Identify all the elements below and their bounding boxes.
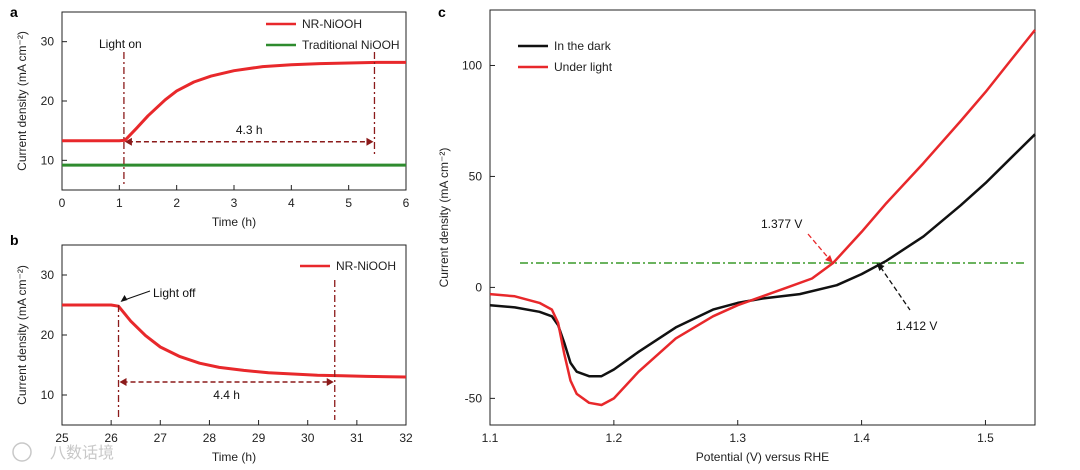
a-y-axis-label: Current density (mA cm⁻²): [15, 31, 29, 171]
b-series-line-1: [62, 303, 407, 379]
c-y-tick-label: 100: [462, 58, 482, 72]
c-x-tick-label: 1.3: [729, 431, 746, 445]
b-x-axis-label: Time (h): [212, 450, 256, 464]
panel-b-letter: b: [10, 232, 19, 248]
c-y-tick-label: 50: [469, 169, 483, 183]
a-duration-arrow-head-right: [366, 137, 374, 146]
a-x-tick-label: 0: [59, 196, 66, 210]
a-legend-label-1: NR-NiOOH: [302, 17, 362, 31]
b-light-off-label: Light off: [153, 286, 196, 300]
b-y-tick-label: 20: [41, 328, 55, 342]
a-series-line-1: [62, 60, 406, 143]
c-legend-label-2: Under light: [554, 60, 613, 74]
c-x-tick-label: 1.1: [482, 431, 499, 445]
c-1377-pointer: [807, 233, 831, 261]
watermark-text: 八数话境: [50, 443, 114, 462]
b-x-tick-label: 27: [154, 431, 168, 445]
a-x-tick-label: 2: [173, 196, 180, 210]
c-y-tick-label: 0: [475, 280, 482, 294]
c-x-tick-label: 1.4: [853, 431, 870, 445]
c-plot-frame: [489, 9, 1036, 426]
b-y-axis-label: Current density (mA cm⁻²): [15, 265, 29, 405]
panel-b: b 25 26 27 28 29 30 31 32 10 20 30 Time (h) Current …: [10, 232, 413, 464]
b-legend-label-1: NR-NiOOH: [336, 259, 396, 273]
b-duration-label: 4.4 h: [213, 388, 240, 402]
a-y-tick-label: 10: [41, 153, 55, 167]
panel-c-letter: c: [438, 4, 446, 20]
c-x-tick-label: 1.2: [606, 431, 623, 445]
a-x-axis-label: Time (h): [212, 215, 256, 229]
c-y-axis-label: Current density (mA cm⁻²): [437, 148, 451, 288]
a-x-tick-label: 1: [116, 196, 123, 210]
watermark-logo-icon: [12, 442, 32, 462]
panel-a-letter: a: [10, 4, 18, 20]
c-y-tick-label: -50: [465, 391, 483, 405]
c-1412-pointer-head: [876, 262, 885, 271]
a-x-tick-label: 5: [345, 196, 352, 210]
c-1412-pointer: [879, 266, 911, 311]
watermark: 八数话境: [12, 442, 114, 462]
a-y-tick-label: 30: [41, 35, 55, 49]
b-light-off-pointer-head: [120, 295, 128, 302]
a-duration-arrow-head-left: [124, 137, 132, 146]
c-series-line-2: [489, 29, 1036, 407]
a-legend-label-2: Traditional NiOOH: [302, 38, 400, 52]
b-duration-arrow-head-right: [326, 378, 334, 386]
b-x-tick-label: 31: [350, 431, 364, 445]
c-series-line-1: [489, 133, 1036, 378]
a-light-on-label: Light on: [99, 37, 142, 51]
b-x-tick-label: 25: [55, 431, 69, 445]
b-x-tick-label: 29: [252, 431, 266, 445]
b-duration-arrow-head-left: [119, 378, 127, 386]
a-x-tick-label: 3: [231, 196, 238, 210]
a-x-tick-label: 6: [403, 196, 410, 210]
panel-c: c 1.1 1.2 1.3 1.4 1.5 -50 0 50 100 Potential (V) …: [437, 4, 1036, 464]
a-x-tick-label: 4: [288, 196, 295, 210]
c-1377-pointer-head: [825, 254, 834, 263]
panel-a: a 0 1 2 3 4 5 6 10 20 30 Time (h) Current density (…: [10, 4, 410, 229]
b-x-tick-label: 26: [104, 431, 118, 445]
a-duration-label: 4.3 h: [236, 123, 263, 137]
c-x-tick-label: 1.5: [977, 431, 994, 445]
b-y-tick-label: 10: [41, 388, 55, 402]
b-x-tick-label: 32: [399, 431, 413, 445]
b-x-tick-label: 30: [301, 431, 315, 445]
c-1377-label: 1.377 V: [761, 217, 802, 231]
c-legend-label-1: In the dark: [554, 39, 612, 53]
b-x-tick-label: 28: [203, 431, 217, 445]
b-y-tick-label: 30: [41, 268, 55, 282]
c-1412-label: 1.412 V: [896, 319, 937, 333]
a-y-tick-label: 20: [41, 94, 55, 108]
c-x-axis-label: Potential (V) versus RHE: [696, 450, 829, 464]
